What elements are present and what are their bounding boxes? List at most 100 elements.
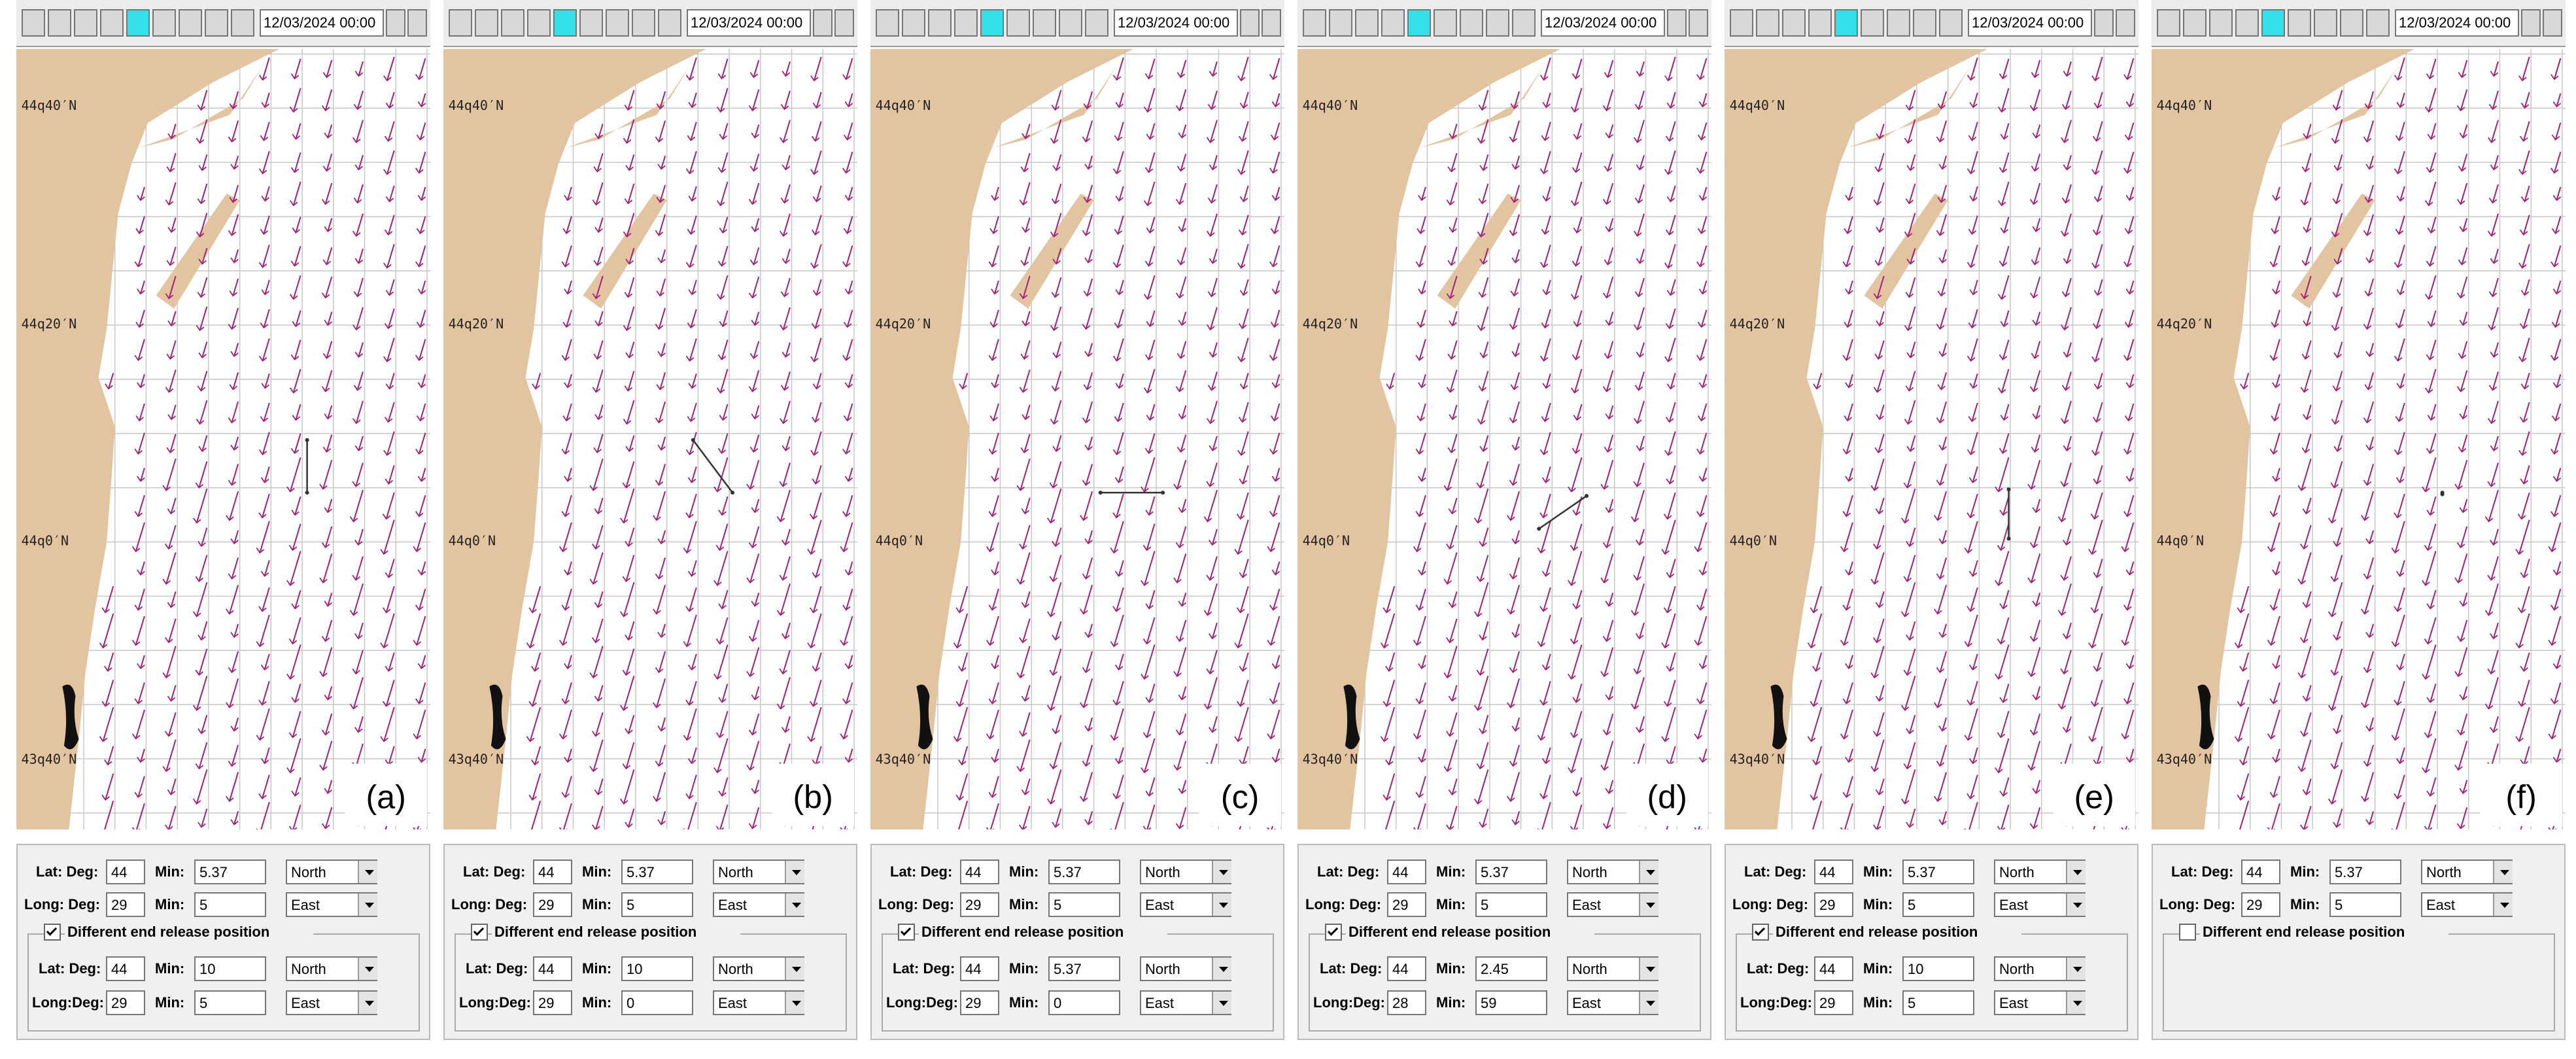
dropdown[interactable]: East: [713, 990, 804, 1015]
dropdown[interactable]: North: [713, 956, 804, 981]
min-field[interactable]: 5.37: [1048, 956, 1120, 981]
nav-button[interactable]: [2543, 9, 2562, 37]
tool-button[interactable]: [152, 9, 176, 37]
checkbox[interactable]: [1752, 924, 1769, 941]
tool-button[interactable]: [1939, 9, 1963, 37]
tool-button[interactable]: [928, 9, 952, 37]
tool-button[interactable]: [553, 9, 577, 37]
date-field[interactable]: 12/03/2024 00:00: [1541, 9, 1665, 37]
tool-button[interactable]: [658, 9, 681, 37]
dropdown[interactable]: North: [2421, 859, 2513, 884]
tool-button[interactable]: [1730, 9, 1753, 37]
min-field[interactable]: 10: [1902, 956, 1974, 981]
nav-button[interactable]: [386, 9, 405, 37]
min-field[interactable]: 5: [194, 990, 266, 1015]
dropdown[interactable]: North: [1140, 956, 1231, 981]
dropdown[interactable]: North: [1567, 956, 1658, 981]
dropdown[interactable]: East: [1140, 990, 1231, 1015]
deg-field[interactable]: 29: [1387, 892, 1426, 917]
dropdown[interactable]: North: [1994, 956, 2086, 981]
tool-button[interactable]: [126, 9, 150, 37]
min-field[interactable]: 5: [1475, 892, 1547, 917]
date-field[interactable]: 12/03/2024 00:00: [2395, 9, 2519, 37]
deg-field[interactable]: 29: [960, 990, 999, 1015]
tool-button[interactable]: [876, 9, 899, 37]
min-field[interactable]: 2.45: [1475, 956, 1547, 981]
tool-button[interactable]: [1887, 9, 1910, 37]
nav-button[interactable]: [834, 9, 854, 37]
dropdown[interactable]: East: [1994, 990, 2086, 1015]
dropdown[interactable]: North: [713, 859, 804, 884]
deg-field[interactable]: 29: [533, 990, 572, 1015]
deg-field[interactable]: 44: [1814, 956, 1853, 981]
tool-button[interactable]: [2314, 9, 2337, 37]
deg-field[interactable]: 29: [2241, 892, 2280, 917]
tool-button[interactable]: [632, 9, 655, 37]
min-field[interactable]: 5: [2329, 892, 2401, 917]
dropdown[interactable]: East: [286, 990, 377, 1015]
tool-button[interactable]: [1486, 9, 1509, 37]
tool-button[interactable]: [1303, 9, 1326, 37]
nav-button[interactable]: [1240, 9, 1260, 37]
nav-button[interactable]: [813, 9, 833, 37]
tool-button[interactable]: [2157, 9, 2180, 37]
tool-button[interactable]: [2340, 9, 2363, 37]
min-field[interactable]: 10: [621, 956, 693, 981]
tool-button[interactable]: [2235, 9, 2259, 37]
checkbox[interactable]: [2179, 924, 2196, 941]
min-field[interactable]: 0: [621, 990, 693, 1015]
min-field[interactable]: 5.37: [1048, 859, 1120, 884]
tool-button[interactable]: [48, 9, 71, 37]
dropdown[interactable]: East: [1567, 990, 1658, 1015]
deg-field[interactable]: 29: [106, 990, 145, 1015]
tool-button[interactable]: [475, 9, 498, 37]
nav-button[interactable]: [407, 9, 427, 37]
dropdown[interactable]: North: [286, 956, 377, 981]
deg-field[interactable]: 44: [533, 956, 572, 981]
tool-button[interactable]: [1434, 9, 1457, 37]
min-field[interactable]: 5.37: [194, 859, 266, 884]
min-field[interactable]: 5: [194, 892, 266, 917]
tool-button[interactable]: [22, 9, 45, 37]
tool-button[interactable]: [1834, 9, 1858, 37]
tool-button[interactable]: [1782, 9, 1806, 37]
dropdown[interactable]: North: [286, 859, 377, 884]
dropdown[interactable]: North: [1994, 859, 2086, 884]
dropdown[interactable]: East: [286, 892, 377, 917]
min-field[interactable]: 5.37: [1902, 859, 1974, 884]
deg-field[interactable]: 44: [1814, 859, 1853, 884]
tool-button[interactable]: [2209, 9, 2233, 37]
tool-button[interactable]: [231, 9, 254, 37]
min-field[interactable]: 5: [621, 892, 693, 917]
tool-button[interactable]: [1355, 9, 1379, 37]
tool-button[interactable]: [2288, 9, 2311, 37]
min-field[interactable]: 5: [1048, 892, 1120, 917]
deg-field[interactable]: 29: [960, 892, 999, 917]
deg-field[interactable]: 29: [106, 892, 145, 917]
tool-button[interactable]: [179, 9, 202, 37]
tool-button[interactable]: [1756, 9, 1779, 37]
tool-button[interactable]: [1861, 9, 1884, 37]
tool-button[interactable]: [579, 9, 603, 37]
tool-button[interactable]: [1329, 9, 1352, 37]
checkbox[interactable]: [1325, 924, 1342, 941]
nav-button[interactable]: [2116, 9, 2135, 37]
tool-button[interactable]: [1512, 9, 1536, 37]
deg-field[interactable]: 29: [1814, 892, 1853, 917]
deg-field[interactable]: 44: [960, 956, 999, 981]
tool-button[interactable]: [980, 9, 1004, 37]
dropdown[interactable]: East: [713, 892, 804, 917]
deg-field[interactable]: 29: [1814, 990, 1853, 1015]
deg-field[interactable]: 44: [106, 859, 145, 884]
deg-field[interactable]: 44: [2241, 859, 2280, 884]
min-field[interactable]: 10: [194, 956, 266, 981]
min-field[interactable]: 0: [1048, 990, 1120, 1015]
nav-button[interactable]: [1689, 9, 1708, 37]
tool-button[interactable]: [1460, 9, 1483, 37]
tool-button[interactable]: [527, 9, 551, 37]
deg-field[interactable]: 44: [106, 956, 145, 981]
tool-button[interactable]: [449, 9, 472, 37]
checkbox[interactable]: [44, 924, 61, 941]
tool-button[interactable]: [1006, 9, 1030, 37]
dropdown[interactable]: East: [1140, 892, 1231, 917]
